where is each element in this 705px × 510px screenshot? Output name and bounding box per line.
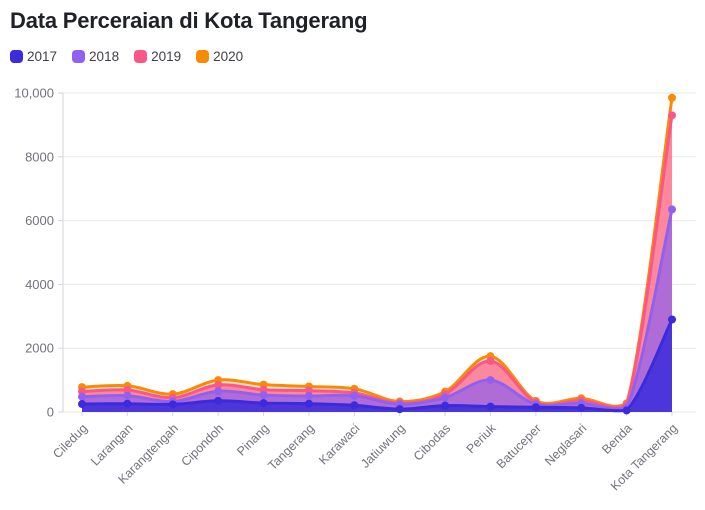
x-axis-label: Benda <box>599 421 634 456</box>
dot-2017-Tangerang <box>304 399 313 408</box>
dot-2019-Larangan <box>123 385 132 394</box>
y-axis-label: 0 <box>47 405 54 420</box>
x-axis-label: Cibodas <box>411 421 453 463</box>
dot-2018-Kota Tangerang <box>668 205 676 214</box>
series-area-2018 <box>82 209 672 412</box>
chart-title: Data Perceraian di Kota Tangerang <box>10 8 368 33</box>
line-2019 <box>80 113 674 409</box>
series-area-2019 <box>82 115 672 413</box>
dot-2017-Cibodas <box>441 401 450 410</box>
dot-2018-Cibodas <box>441 393 450 402</box>
dot-2017-Jatiuwung <box>395 405 404 414</box>
y-axis: 0 2000 4000 6000 8000 10,000 <box>14 86 64 420</box>
legend-item-2017[interactable]: 2017 <box>10 49 57 64</box>
dot-2018-Ciledug <box>78 392 86 401</box>
dot-2017-Cipondoh <box>214 396 223 405</box>
dot-2017-Pinang <box>259 399 268 408</box>
y-axis-label: 4000 <box>25 277 54 292</box>
dot-2018-Cipondoh <box>214 387 223 396</box>
dot-2019-Periuk <box>486 356 495 365</box>
x-axis-label: Karawaci <box>316 421 362 467</box>
series-line-2017 <box>78 315 676 415</box>
x-axis-label: Tangerang <box>265 421 317 473</box>
legend-swatch-2017 <box>10 50 23 63</box>
dot-2017-Neglasari <box>577 403 586 412</box>
y-axis-label: 10,000 <box>14 86 54 101</box>
x-axis-label: Pinang <box>234 421 271 458</box>
dot-2018-Pinang <box>259 391 268 400</box>
dot-2017-Benda <box>622 406 631 415</box>
dot-2018-Tangerang <box>304 392 313 401</box>
dot-2017-Periuk <box>486 402 495 411</box>
dot-2017-Karawaci <box>350 401 359 410</box>
legend-swatch-2020 <box>196 50 210 63</box>
legend-item-2020[interactable]: 2020 <box>196 49 243 64</box>
dot-2017-Ciledug <box>78 400 86 409</box>
legend-label: 2019 <box>151 49 182 64</box>
x-axis-label: Cipondoh <box>179 421 227 469</box>
line-2020 <box>80 96 674 408</box>
y-axis-label: 8000 <box>25 149 54 164</box>
x-axis-label: Larangan <box>88 421 135 468</box>
legend-label: 2018 <box>89 49 120 64</box>
dot-2019-Kota Tangerang <box>668 111 676 120</box>
dot-2018-Periuk <box>486 376 495 385</box>
gridlines <box>63 92 696 413</box>
legend-label: 2020 <box>213 49 244 64</box>
legend-label: 2017 <box>27 49 58 64</box>
y-axis-label: 6000 <box>25 213 54 228</box>
dot-2017-Larangan <box>123 399 132 408</box>
divorce-area-chart: 0200040006000800010,000CiledugLaranganKa… <box>14 86 696 493</box>
dot-2020-Kota Tangerang <box>668 93 676 102</box>
area-2019 <box>82 115 672 413</box>
chart-legend: 2017 2018 2019 2020 <box>10 49 243 64</box>
dot-2017-Karangtengah <box>168 400 177 409</box>
dot-2017-Kota Tangerang <box>668 315 676 324</box>
series-area-2020 <box>82 97 672 413</box>
dot-2019-Cipondoh <box>214 380 223 389</box>
area-2018 <box>82 209 672 412</box>
dot-2017-Batuceper <box>531 403 540 412</box>
series-line-2018 <box>78 205 676 412</box>
x-axis-label: Neglasari <box>542 421 589 468</box>
series-line-2020 <box>78 93 676 408</box>
legend-item-2019[interactable]: 2019 <box>134 49 181 64</box>
dot-2018-Larangan <box>123 391 132 400</box>
x-axis-label: Periuk <box>464 421 499 456</box>
x-axis-label: Batuceper <box>494 421 544 471</box>
legend-swatch-2019 <box>134 50 148 63</box>
series-line-2019 <box>78 111 676 409</box>
legend-swatch-2018 <box>72 50 86 63</box>
area-2020 <box>82 97 672 413</box>
x-axis-label: Jatiuwung <box>358 421 408 471</box>
line-2018 <box>80 207 674 411</box>
legend-item-2018[interactable]: 2018 <box>72 49 119 64</box>
x-axis-label: Ciledug <box>50 421 90 461</box>
dot-2018-Karawaci <box>350 391 359 400</box>
y-axis-label: 2000 <box>25 341 54 356</box>
